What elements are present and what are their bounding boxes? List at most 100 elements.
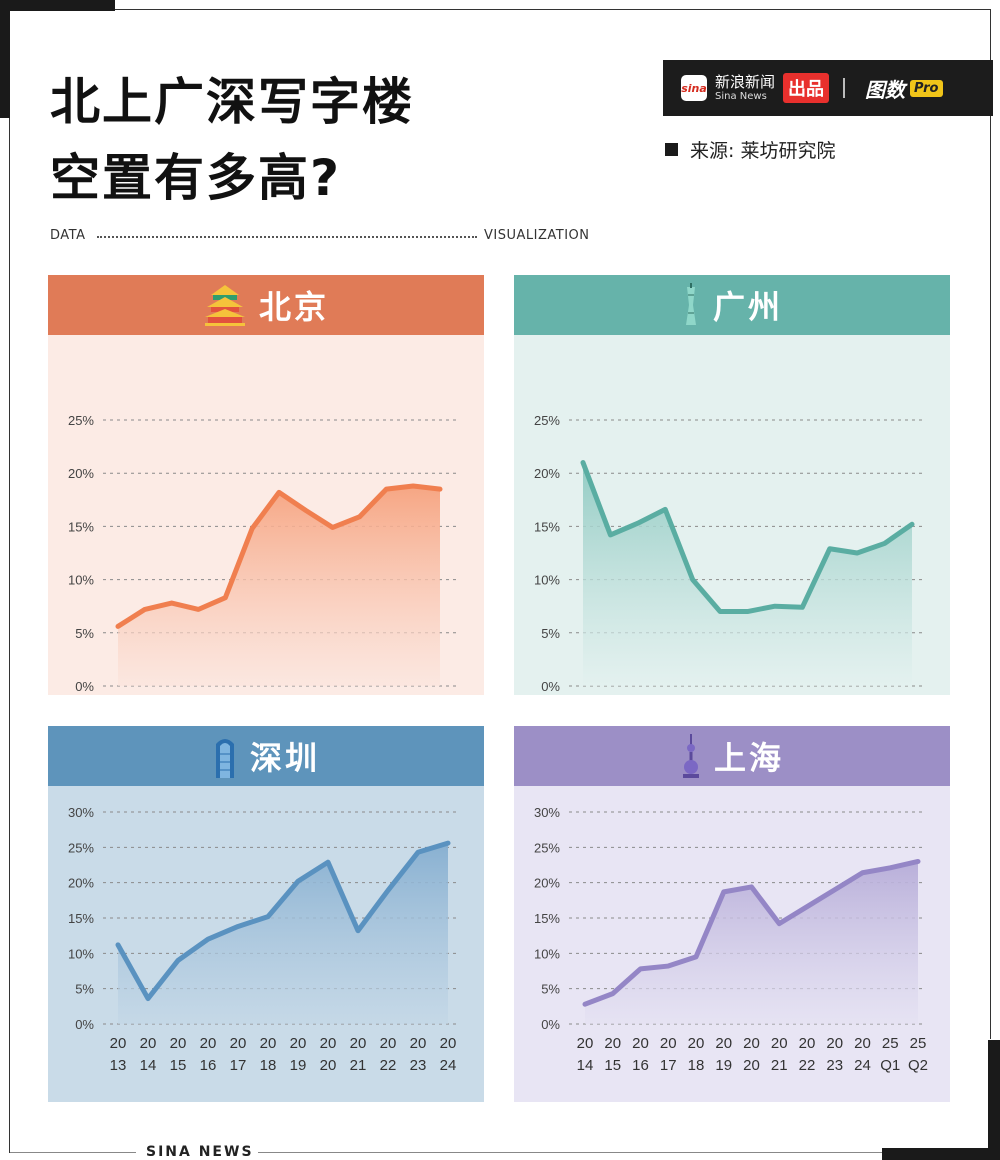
x-tick-label: 16	[632, 1057, 649, 1074]
y-tick-label: 0%	[75, 1017, 94, 1032]
x-tick-label: 23	[410, 1057, 427, 1074]
x-tick-label: 20	[799, 1035, 816, 1052]
x-tick-label: 20	[743, 1035, 760, 1052]
chart-guangzhou: 0%5%10%15%20%25%201320142015201620172018…	[514, 335, 950, 695]
temple-icon	[204, 285, 245, 326]
y-tick-label: 0%	[541, 1017, 560, 1032]
chart-panel-beijing: 北京 0%5%10%15%20%25%201420152016201720182…	[48, 275, 484, 695]
y-tick-label: 5%	[541, 982, 560, 997]
y-tick-label: 20%	[534, 876, 560, 891]
brand-separator	[843, 78, 846, 98]
x-tick-label: 25	[882, 1035, 899, 1052]
x-tick-label: 20	[260, 1035, 277, 1052]
sina-logo-icon: sina	[681, 75, 707, 101]
corner-top-left-side	[0, 0, 10, 118]
x-tick-label: 20	[771, 1035, 788, 1052]
x-tick-label: 20	[170, 1035, 187, 1052]
x-tick-label: 20	[320, 1057, 337, 1074]
x-tick-label: 15	[170, 1057, 187, 1074]
y-tick-label: 5%	[75, 626, 94, 641]
y-tick-label: 30%	[68, 805, 94, 820]
x-tick-label: 20	[826, 1035, 843, 1052]
x-tick-label: 15	[604, 1057, 621, 1074]
series-area	[118, 843, 448, 1024]
y-tick-label: 10%	[68, 573, 94, 588]
panel-title-shanghai: 上海	[713, 739, 784, 777]
panel-header-guangzhou: 广州	[514, 275, 950, 335]
x-tick-label: 19	[290, 1057, 307, 1074]
series-line	[582, 858, 921, 1007]
chart-panel-shenzhen: 深圳 0% 5% 10% 15% 20% 25% 30% 20 13 20 14 20 15 20 16 20…	[48, 726, 484, 1102]
y-tick-label: 25%	[534, 840, 560, 855]
x-tick-label: 20	[688, 1035, 705, 1052]
x-tick-label: 20	[200, 1035, 217, 1052]
footer-line-left	[10, 1152, 136, 1153]
x-tick-label: 21	[771, 1057, 788, 1074]
brand-bar: sina 新浪新闻 Sina News 出品 图数 Pro	[663, 60, 993, 116]
y-tick-label: 5%	[541, 626, 560, 641]
dotted-divider	[97, 236, 477, 238]
x-tick-label: 20	[577, 1035, 594, 1052]
frame-top	[115, 9, 990, 10]
x-tick-label: 20	[140, 1035, 157, 1052]
panel-title-shenzhen: 深圳	[249, 739, 320, 777]
x-tick-label: 20	[410, 1035, 427, 1052]
brand-badge: 出品	[783, 73, 830, 103]
x-tick-label: 25	[910, 1035, 927, 1052]
source-text: 来源: 莱坊研究院	[690, 140, 836, 162]
y-tick-label: 10%	[68, 946, 94, 961]
x-tick-label: 24	[854, 1057, 871, 1074]
x-tick-label: 18	[688, 1057, 705, 1074]
chart-shenzhen: 0% 5% 10% 15% 20% 25% 30% 20 13 20 14 20 15 20 16 20 17 2…	[48, 786, 484, 1102]
chart-shanghai: 0% 5% 10% 15% 20% 25% 30% 20 14 20 15 20 16 20 17 20 18 2…	[514, 786, 950, 1102]
x-tick-label: 19	[715, 1057, 732, 1074]
series-area	[118, 485, 440, 686]
x-tick-label: 23	[826, 1057, 843, 1074]
x-tick-label: 17	[660, 1057, 677, 1074]
panel-header-shenzhen: 深圳	[48, 726, 484, 786]
x-tick-label: 20	[604, 1035, 621, 1052]
product-logo: 图数	[865, 77, 906, 102]
x-tick-label: 17	[230, 1057, 247, 1074]
corner-bottom-right	[882, 1148, 1000, 1160]
series-area	[583, 462, 912, 686]
y-tick-label: 10%	[534, 946, 560, 961]
x-tick-label: 13	[110, 1057, 127, 1074]
footer-text: SINA NEWS	[146, 1144, 254, 1160]
x-tick-label: 20	[440, 1035, 457, 1052]
page-title-line-2: 空置有多高?	[50, 149, 342, 207]
visualization-label: VISUALIZATION	[484, 228, 590, 243]
x-tick-label: 20	[632, 1035, 649, 1052]
y-tick-label: 0%	[541, 679, 560, 694]
y-tick-label: 25%	[68, 840, 94, 855]
y-tick-label: 30%	[534, 805, 560, 820]
brand-name-en: Sina News	[715, 90, 767, 102]
x-tick-label: Q1	[880, 1057, 900, 1074]
y-tick-label: 20%	[534, 466, 560, 481]
page-title-line-1: 北上广深写字楼	[50, 73, 414, 131]
x-tick-label: 22	[380, 1057, 397, 1074]
x-tick-label: 20	[660, 1035, 677, 1052]
x-tick-label: 22	[799, 1057, 816, 1074]
y-tick-label: 20%	[68, 876, 94, 891]
x-tick-label: 24	[440, 1057, 457, 1074]
y-tick-label: 25%	[68, 413, 94, 428]
x-tick-label: Q2	[908, 1057, 928, 1074]
chart-beijing: 0%5%10%15%20%25%201420152016201720182019…	[48, 335, 484, 695]
x-tick-label: 14	[577, 1057, 594, 1074]
y-tick-label: 5%	[75, 982, 94, 997]
corner-bottom-right-side	[988, 1040, 1000, 1160]
x-tick-label: 20	[715, 1035, 732, 1052]
x-tick-label: 21	[350, 1057, 367, 1074]
y-tick-label: 25%	[534, 413, 560, 428]
source-line: 来源: 莱坊研究院	[665, 136, 835, 163]
brand-text: 新浪新闻 Sina News	[715, 73, 775, 103]
data-label: DATA	[50, 228, 86, 243]
frame-right	[990, 9, 991, 1039]
panel-header-beijing: 北京	[48, 275, 484, 335]
x-tick-label: 20	[320, 1035, 337, 1052]
panel-title-guangzhou: 广州	[712, 288, 783, 326]
source-square-icon	[665, 143, 678, 156]
x-tick-label: 20	[230, 1035, 247, 1052]
x-tick-label: 14	[140, 1057, 157, 1074]
